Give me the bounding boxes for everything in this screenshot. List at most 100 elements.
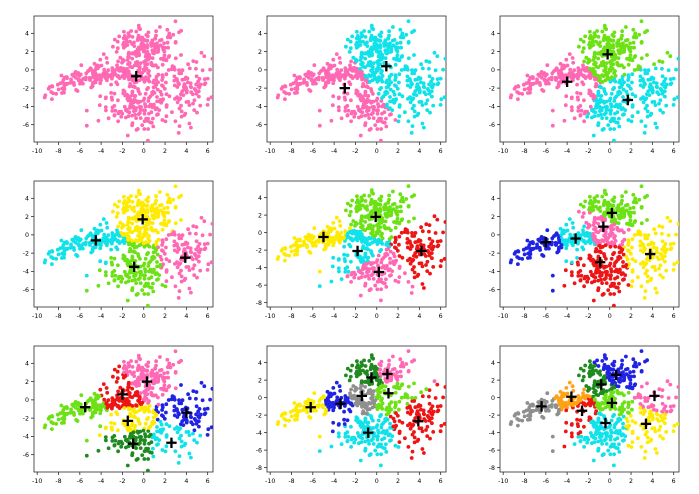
- cluster-center-marker: [598, 221, 609, 232]
- cluster-center-marker: [122, 415, 133, 427]
- x-axis-ticks: -10 -8 -6 -4 -2 0 2 4 6: [265, 472, 443, 485]
- cluster-center-marker: [339, 82, 350, 94]
- y-tick-label: 4: [491, 196, 495, 203]
- cluster-center-marker: [363, 427, 374, 438]
- cluster-center-marker: [383, 388, 394, 399]
- x-tick-label: -2: [352, 148, 358, 155]
- y-tick-label: -4: [256, 104, 262, 111]
- x-tick-label: 2: [396, 478, 400, 485]
- y-tick-label: -4: [489, 430, 495, 437]
- x-tick-label: -2: [585, 148, 591, 155]
- x-tick-label: -8: [55, 148, 61, 155]
- scatter-points-layer: [42, 349, 213, 472]
- cluster-center-marker: [540, 236, 552, 248]
- y-tick-label: 4: [25, 361, 29, 368]
- y-tick-label: -2: [256, 412, 262, 419]
- y-tick-label: 0: [491, 395, 495, 402]
- x-axis-ticks: -10 -8 -6 -4 -2 0 2 4 6: [498, 142, 676, 155]
- x-tick-label: -6: [543, 148, 549, 155]
- y-tick-label: 0: [258, 67, 262, 74]
- x-tick-label: 2: [396, 313, 400, 320]
- cluster-centers-layer: [339, 61, 392, 94]
- x-tick-label: 2: [163, 148, 167, 155]
- x-tick-label: 4: [650, 148, 654, 155]
- x-tick-label: -10: [32, 478, 42, 485]
- cluster-center-marker: [606, 397, 618, 409]
- y-axis-ticks: 4 2 0 -2 -4 -6 -8: [256, 360, 267, 472]
- y-tick-label: -2: [256, 247, 262, 254]
- x-axis-ticks: -10 -8 -6 -4 -2 0 2 4 6: [265, 307, 443, 320]
- y-tick-label: 0: [25, 67, 29, 74]
- y-axis-ticks: 4 2 0 -2 -4 -6: [489, 196, 500, 294]
- y-tick-label: -6: [489, 287, 495, 294]
- x-tick-label: 0: [608, 313, 612, 320]
- cluster-center-marker: [561, 76, 573, 87]
- x-tick-label: -8: [521, 148, 527, 155]
- y-axis-ticks: 4 2 0 -2 -4 -6: [256, 31, 267, 129]
- x-tick-label: -10: [32, 313, 42, 320]
- y-tick-label: 2: [25, 214, 29, 221]
- y-tick-label: 4: [25, 31, 29, 38]
- cluster-centers-layer: [90, 214, 191, 273]
- y-tick-label: -6: [256, 122, 262, 129]
- y-tick-label: -4: [23, 104, 29, 111]
- y-axis-ticks: 4 2 0 -2 -4 -6: [489, 31, 500, 129]
- y-axis-ticks: 4 2 0 -2 -4 -6: [23, 196, 34, 294]
- y-tick-label: -8: [256, 300, 262, 307]
- subplot-k1: -10 -8 -6 -4 -2 0 2 4 6 4 2 0 -2 -4 -6: [23, 15, 214, 155]
- x-tick-label: 2: [396, 148, 400, 155]
- cluster-center-marker: [117, 389, 128, 400]
- cluster-center-marker: [416, 245, 427, 257]
- scatter-points-layer: [508, 184, 679, 307]
- y-axis-ticks: 4 2 0 -2 -4 -6: [23, 31, 34, 129]
- x-tick-label: 6: [439, 478, 443, 485]
- y-tick-label: 0: [25, 397, 29, 404]
- scatter-points-layer: [275, 349, 446, 468]
- cluster-center-marker: [356, 390, 368, 402]
- cluster-center-marker: [141, 376, 153, 387]
- y-tick-label: 0: [491, 232, 495, 239]
- y-tick-label: 2: [491, 49, 495, 56]
- x-tick-label: -10: [32, 148, 42, 155]
- x-tick-label: 2: [629, 148, 633, 155]
- x-tick-label: -2: [119, 313, 125, 320]
- cluster-center-marker: [127, 438, 139, 449]
- y-tick-label: 2: [491, 214, 495, 221]
- cluster-center-marker: [536, 401, 547, 412]
- x-tick-label: -10: [265, 478, 275, 485]
- cluster-center-marker: [137, 214, 148, 225]
- cluster-center-marker: [640, 418, 652, 430]
- x-tick-label: 0: [375, 313, 379, 320]
- x-axis-ticks: -10 -8 -6 -4 -2 0 2 4 6: [32, 142, 210, 155]
- y-tick-label: 2: [258, 212, 262, 219]
- cluster-centers-layer: [305, 368, 424, 438]
- cluster-center-marker: [382, 368, 393, 380]
- x-tick-label: 4: [417, 313, 421, 320]
- y-tick-label: -6: [256, 447, 262, 454]
- cluster-centers-layer: [79, 376, 192, 449]
- x-tick-label: -4: [331, 478, 337, 485]
- x-tick-label: 6: [439, 313, 443, 320]
- scatter-points-layer: [42, 19, 213, 142]
- x-tick-label: -2: [352, 478, 358, 485]
- x-tick-label: 6: [206, 478, 210, 485]
- x-tick-label: 2: [629, 313, 633, 320]
- y-tick-label: -2: [489, 412, 495, 419]
- y-tick-label: -2: [23, 85, 29, 92]
- cluster-center-marker: [370, 211, 381, 223]
- x-axis-ticks: -10 -8 -6 -4 -2 0 2 4 6: [498, 472, 676, 485]
- y-tick-label: -2: [489, 250, 495, 257]
- cluster-center-marker: [413, 416, 424, 427]
- cluster-centers-layer: [131, 71, 142, 82]
- x-tick-label: -8: [55, 478, 61, 485]
- x-tick-label: 0: [142, 313, 146, 320]
- cluster-center-marker: [570, 233, 581, 244]
- x-tick-label: 6: [439, 148, 443, 155]
- x-tick-label: 4: [417, 478, 421, 485]
- y-tick-label: 2: [25, 49, 29, 56]
- x-tick-label: 4: [184, 313, 188, 320]
- x-tick-label: -10: [498, 148, 508, 155]
- x-axis-ticks: -10 -8 -6 -4 -2 0 2 4 6: [498, 307, 676, 320]
